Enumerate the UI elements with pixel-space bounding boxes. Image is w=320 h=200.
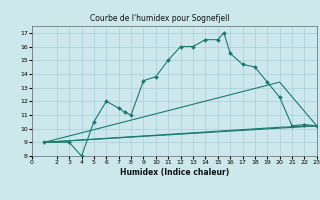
X-axis label: Humidex (Indice chaleur): Humidex (Indice chaleur) (120, 168, 229, 177)
Text: Courbe de l'humidex pour Sognefjell: Courbe de l'humidex pour Sognefjell (90, 14, 230, 23)
